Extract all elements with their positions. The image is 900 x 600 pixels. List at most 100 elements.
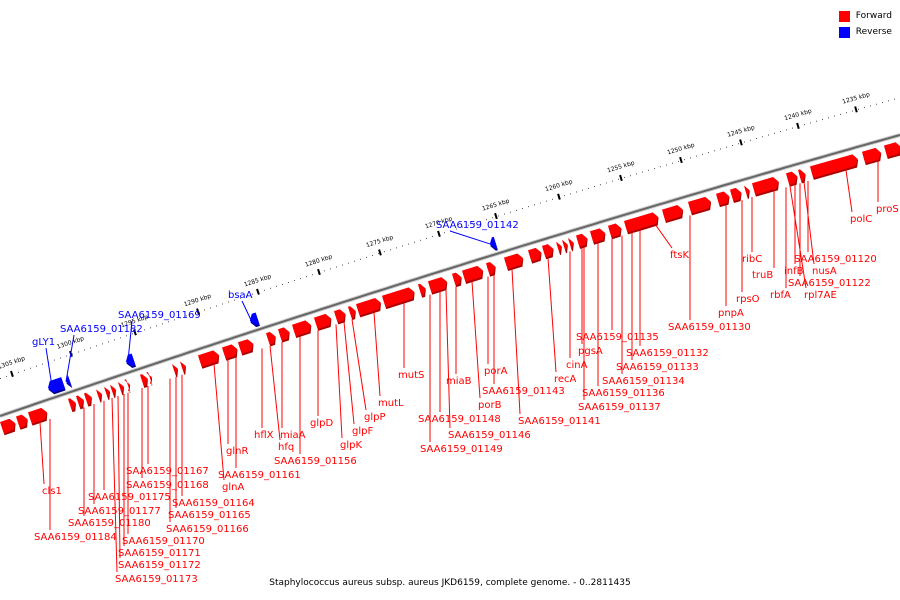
forward-gene-label: glpF bbox=[352, 426, 373, 437]
scale-dot bbox=[432, 236, 433, 238]
forward-gene bbox=[752, 177, 779, 197]
scale-dot bbox=[462, 226, 463, 228]
forward-leader-line bbox=[351, 319, 367, 411]
scale-tick-label: 1285 kbp bbox=[243, 273, 272, 288]
forward-gene bbox=[76, 395, 84, 410]
scale-dot bbox=[402, 245, 403, 247]
forward-gene-label: cls1 bbox=[42, 486, 62, 497]
scale-dot bbox=[276, 285, 277, 287]
scale-tick-mark bbox=[557, 193, 561, 200]
reverse-gene-body bbox=[47, 377, 66, 393]
forward-gene-body bbox=[542, 244, 554, 258]
forward-gene-label: rpl7AE bbox=[804, 290, 837, 301]
forward-gene-label: SAA6159_01135 bbox=[576, 332, 659, 343]
forward-gene bbox=[28, 407, 48, 426]
forward-gene-body bbox=[28, 407, 47, 424]
scale-dot bbox=[816, 120, 817, 122]
forward-gene bbox=[568, 237, 574, 252]
scale-dot bbox=[690, 157, 691, 159]
reverse-gene bbox=[249, 312, 260, 328]
scale-dot bbox=[330, 268, 331, 270]
forward-gene-label: SAA6159_01164 bbox=[172, 498, 255, 509]
scale-dot bbox=[72, 353, 73, 355]
forward-leader-line bbox=[213, 364, 225, 481]
forward-leader-line bbox=[39, 422, 45, 485]
forward-gene bbox=[118, 382, 125, 396]
scale-tick: 1260 kbp bbox=[544, 178, 574, 200]
forward-gene bbox=[590, 228, 606, 245]
scale-dot bbox=[192, 313, 193, 315]
forward-gene bbox=[662, 205, 684, 224]
forward-gene bbox=[504, 253, 524, 271]
scale-dot bbox=[282, 283, 283, 285]
scale-dot bbox=[240, 297, 241, 299]
reverse-gene-body bbox=[65, 374, 72, 387]
forward-gene-label: SAA6159_01180 bbox=[68, 518, 151, 529]
scale-dot bbox=[738, 143, 739, 145]
forward-gene bbox=[862, 147, 882, 166]
forward-gene-body bbox=[798, 169, 806, 182]
scale-dot bbox=[426, 237, 427, 239]
forward-gene bbox=[84, 392, 92, 407]
forward-gene-body bbox=[96, 389, 102, 401]
scale-dot bbox=[684, 159, 685, 161]
scale-tick-label: 1280 kbp bbox=[304, 253, 333, 268]
scale-tick: 1250 kbp bbox=[666, 142, 696, 164]
forward-gene bbox=[716, 191, 730, 208]
forward-leader-line bbox=[335, 324, 343, 439]
forward-gene-label: rbfA bbox=[770, 290, 791, 301]
scale-dot bbox=[342, 264, 343, 266]
scale-dot bbox=[624, 177, 625, 179]
scale-dot bbox=[132, 333, 133, 335]
scale-dot bbox=[750, 139, 751, 141]
scale-dot bbox=[528, 206, 529, 208]
forward-gene-body bbox=[118, 382, 124, 394]
scale-dot bbox=[66, 355, 67, 357]
forward-gene-body bbox=[624, 212, 659, 233]
scale-tick: 1255 kbp bbox=[606, 159, 636, 182]
forward-gene bbox=[348, 306, 356, 321]
scale-tick-label: 1265 kbp bbox=[481, 198, 510, 213]
forward-gene-body bbox=[382, 287, 415, 308]
scale-tick-label: 1290 kbp bbox=[183, 293, 212, 309]
scale-dot bbox=[540, 202, 541, 204]
scale-dot bbox=[492, 217, 493, 219]
forward-gene-label: pnpA bbox=[718, 308, 744, 319]
scale-dot bbox=[186, 315, 187, 317]
forward-gene-label: SAA6159_01133 bbox=[616, 362, 699, 373]
forward-gene-body bbox=[504, 253, 523, 270]
scale-dot bbox=[102, 343, 103, 345]
scale-dot bbox=[18, 371, 19, 373]
scale-dot bbox=[642, 171, 643, 173]
forward-gene bbox=[68, 398, 76, 413]
forward-leader-line bbox=[547, 258, 557, 373]
scale-dot bbox=[588, 187, 589, 189]
scale-tick-mark bbox=[317, 268, 321, 276]
forward-gene bbox=[576, 233, 588, 249]
forward-gene bbox=[562, 239, 568, 254]
forward-gene-body bbox=[862, 147, 881, 164]
scale-tick-mark bbox=[437, 230, 441, 237]
forward-gene bbox=[542, 244, 554, 260]
scale-dot bbox=[42, 363, 43, 365]
scale-dot bbox=[252, 293, 253, 295]
scale-tick-label: 1260 kbp bbox=[544, 178, 573, 193]
forward-gene bbox=[180, 361, 186, 375]
scale-tick-label: 1300 kbp bbox=[56, 335, 85, 351]
forward-gene-label: rpsO bbox=[736, 294, 760, 305]
forward-leader-line bbox=[343, 321, 355, 425]
forward-gene bbox=[124, 379, 131, 393]
scale-dot bbox=[552, 198, 553, 200]
forward-gene-label: nusA bbox=[812, 266, 837, 277]
forward-gene-label: glpP bbox=[364, 412, 386, 423]
scale-dot bbox=[498, 215, 499, 217]
forward-gene-body bbox=[146, 372, 152, 385]
forward-gene-label: SAA6159_01165 bbox=[168, 510, 251, 521]
scale-dot bbox=[96, 345, 97, 347]
forward-gene bbox=[238, 339, 254, 356]
forward-gene-label: proS bbox=[876, 204, 899, 215]
forward-gene-label: SAA6159_01156 bbox=[274, 456, 357, 467]
scale-dot bbox=[468, 224, 469, 226]
reverse-gene bbox=[489, 236, 498, 251]
